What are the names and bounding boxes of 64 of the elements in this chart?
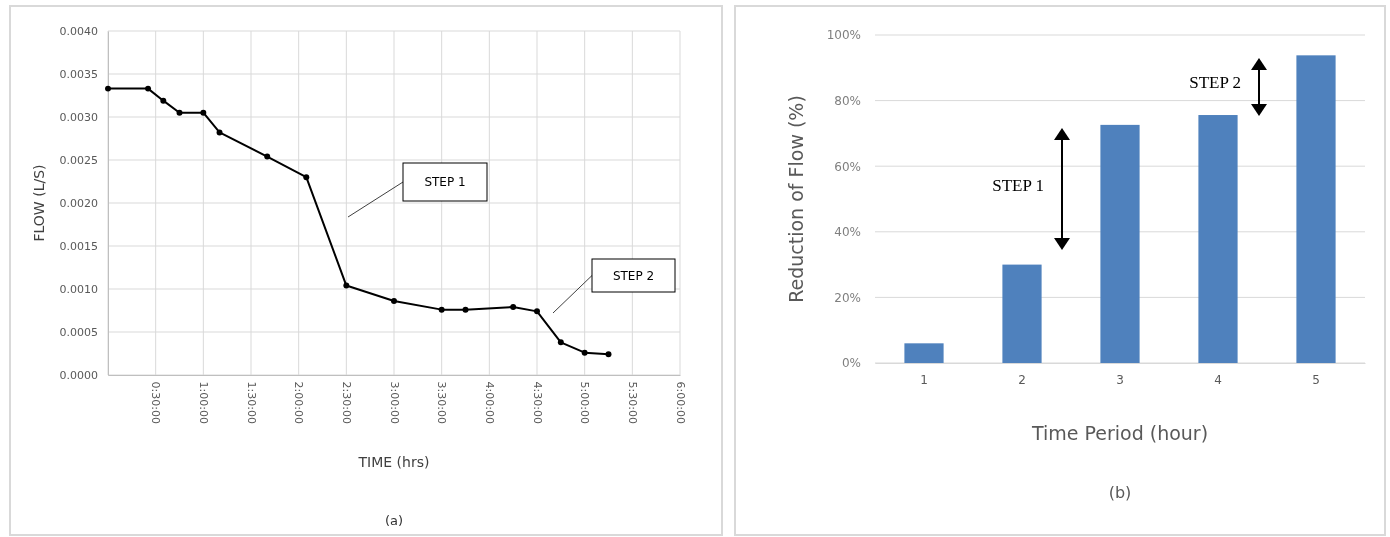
y-tick-label: 0.0010 xyxy=(59,283,98,297)
x-tick-label: 6:00:00 xyxy=(673,381,687,425)
point xyxy=(581,349,588,356)
point xyxy=(264,153,271,160)
y-axis-title: FLOW (L/S) xyxy=(31,164,47,242)
x-tick-label: 2 xyxy=(1018,372,1026,387)
x-tick-label: 5:30:00 xyxy=(625,381,639,425)
point xyxy=(160,97,167,104)
annotation: STEP 2 xyxy=(1189,73,1241,92)
x-tick-label: 1:30:00 xyxy=(244,381,258,425)
x-tick-label: 2:00:00 xyxy=(292,381,306,425)
x-tick-label: 3:00:00 xyxy=(387,381,401,425)
bar xyxy=(904,343,944,363)
x-tick-label: 5 xyxy=(1312,372,1320,387)
y-tick-label: 0.0015 xyxy=(59,240,98,254)
y-tick-label: 0.0020 xyxy=(59,197,98,211)
bar xyxy=(1296,55,1336,363)
point xyxy=(391,298,397,305)
annotation: STEP 1 xyxy=(992,176,1044,195)
y-tick-label: 0% xyxy=(841,356,861,371)
y-tick-label: 0.0025 xyxy=(59,154,98,168)
y-tick-label: 0.0005 xyxy=(59,326,98,340)
y-tick-label: 0.0030 xyxy=(59,111,98,125)
y-tick-label: 80% xyxy=(834,93,861,108)
point xyxy=(462,306,469,313)
x-tick-label: 5:00:00 xyxy=(578,381,592,425)
annotation: STEP 1 xyxy=(424,175,466,189)
x-tick-label: 0:30:00 xyxy=(149,381,163,425)
x-tick-label: 4:00:00 xyxy=(482,381,496,425)
x-tick-label: 4 xyxy=(1214,372,1222,387)
point xyxy=(510,304,517,311)
y-tick-label: 60% xyxy=(834,159,861,174)
point xyxy=(303,174,310,181)
bar xyxy=(1002,264,1042,363)
point xyxy=(145,85,152,92)
text: (b) xyxy=(1108,483,1132,502)
point xyxy=(176,109,183,116)
point xyxy=(605,351,612,358)
x-tick-label: 4:30:00 xyxy=(530,381,544,425)
text: (a) xyxy=(384,513,404,528)
x-tick-label: 3:30:00 xyxy=(435,381,449,425)
y-tick-label: 40% xyxy=(834,225,861,240)
point xyxy=(438,306,445,313)
y-tick-label: 100% xyxy=(826,28,861,43)
x-axis-title: TIME (hrs) xyxy=(357,454,430,470)
y-axis-title: Reduction of Flow (%) xyxy=(785,95,807,303)
y-tick-label: 0.0035 xyxy=(59,68,98,82)
point xyxy=(343,282,350,289)
x-axis-title: Time Period (hour) xyxy=(1030,422,1209,444)
y-tick-label: 0.0000 xyxy=(59,369,98,383)
y-tick-label: 20% xyxy=(834,290,861,305)
annotation: STEP 2 xyxy=(612,268,655,283)
point xyxy=(200,109,207,116)
x-tick-label: 1:00:00 xyxy=(196,381,210,425)
x-tick-label: 2:30:00 xyxy=(339,381,353,425)
bar xyxy=(1100,124,1140,363)
x-tick-label: 3 xyxy=(1116,372,1124,387)
point xyxy=(557,339,564,346)
y-tick-label: 0.0040 xyxy=(59,25,98,39)
point xyxy=(105,85,111,92)
bar xyxy=(1198,115,1238,363)
point xyxy=(534,308,540,315)
point xyxy=(216,129,223,136)
x-tick-label: 1 xyxy=(920,372,928,387)
